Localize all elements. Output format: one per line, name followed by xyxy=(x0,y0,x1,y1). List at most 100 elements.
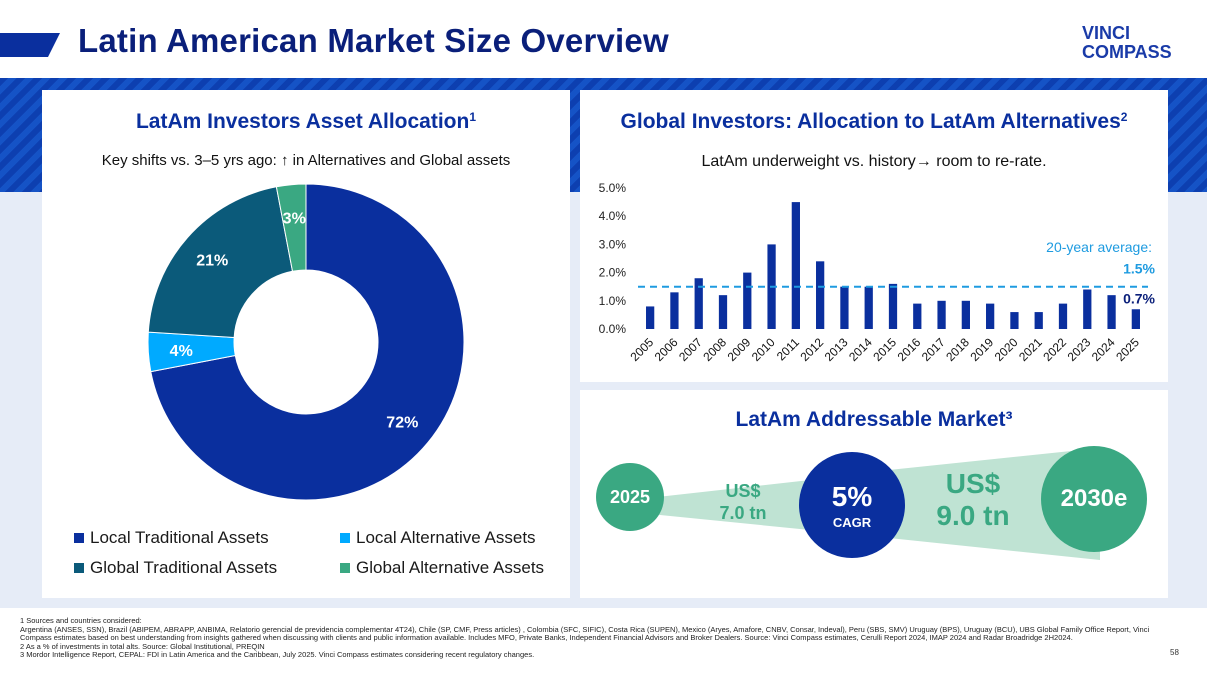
y-tick-label: 2.0% xyxy=(599,266,627,280)
bar-2009 xyxy=(743,272,752,329)
legend-swatch xyxy=(340,533,350,543)
bar-chart: 0.0% 1.0% 2.0% 3.0% 4.0% 5.0% 2005200620072008… xyxy=(599,181,1156,364)
legend-label: Global Alternative Assets xyxy=(356,558,545,577)
bar-2016 xyxy=(913,303,922,329)
footnote-1: 1 Sources and countries considered: xyxy=(20,616,142,625)
logo-line-2: COMPASS xyxy=(1082,42,1172,62)
x-tick-label: 2017 xyxy=(919,335,948,364)
donut-slice-label: 21% xyxy=(196,252,228,269)
latam-alternatives-title: Global Investors: Allocation to LatAm Al… xyxy=(620,110,1128,133)
x-tick-label: 2005 xyxy=(627,335,656,364)
donut-slice-label: 4% xyxy=(170,343,193,360)
x-tick-label: 2008 xyxy=(700,335,729,364)
last-value-label: 0.7% xyxy=(1123,290,1155,306)
title-accent-bar xyxy=(0,33,60,57)
legend-swatch xyxy=(340,563,350,573)
year-2030-circle: 2030e xyxy=(1041,446,1147,552)
donut-slice xyxy=(147,186,294,339)
asset-allocation-subtitle: Key shifts vs. 3–5 yrs ago: ↑ in Alterna… xyxy=(101,152,511,169)
donut-slice xyxy=(150,183,465,501)
x-tick-label: 2013 xyxy=(822,335,851,364)
donut-slice-label: 3% xyxy=(283,211,306,228)
x-tick-label: 2022 xyxy=(1040,335,1069,364)
growth-band-right xyxy=(870,448,1100,560)
footnote-2: 2 As a % of investments in total alts. S… xyxy=(20,641,265,651)
bar-2008 xyxy=(718,295,728,329)
y-tick-label: 3.0% xyxy=(599,237,627,251)
addressable-market-panel: LatAm Addressable Market³ 2025 US$ 7.0 t… xyxy=(580,390,1168,598)
bar-2013 xyxy=(840,286,849,329)
bar-2011 xyxy=(791,202,800,329)
cagr-value: 5% xyxy=(831,480,873,512)
year-2025-circle: 2025 xyxy=(596,463,664,531)
average-label: 20-year average: xyxy=(1046,239,1152,255)
growth-band-graphic xyxy=(630,448,1100,560)
bar-2015 xyxy=(888,283,898,329)
end-year: 2030e xyxy=(1060,485,1128,512)
legend-swatch xyxy=(74,563,84,573)
x-tick-label: 2015 xyxy=(870,335,899,364)
bar-2012 xyxy=(816,261,825,329)
legend-swatch xyxy=(74,533,84,543)
bar-2024 xyxy=(1107,295,1116,329)
end-value-currency: US$ xyxy=(945,468,1001,499)
start-value-amount: 7.0 tn xyxy=(719,503,767,523)
y-tick-label: 5.0% xyxy=(599,181,627,195)
bar-2021 xyxy=(1034,312,1043,329)
bar-2022 xyxy=(1058,303,1068,329)
bar-2025 xyxy=(1131,309,1140,329)
x-tick-label: 2024 xyxy=(1089,335,1118,364)
x-tick-label: 2011 xyxy=(774,335,802,363)
bar-2018 xyxy=(961,300,970,329)
bar-2007 xyxy=(694,278,703,329)
asset-allocation-title: LatAm Investors Asset Allocation1 xyxy=(135,110,477,133)
x-tick-label: 2023 xyxy=(1065,335,1094,364)
bar-2006 xyxy=(670,292,679,329)
bar-2014 xyxy=(864,286,873,329)
bar-2020 xyxy=(1010,312,1019,329)
donut-slice xyxy=(275,183,307,272)
legend-global-traditional: Global Traditional Assets xyxy=(74,558,277,578)
bar-2005 xyxy=(646,306,655,329)
x-tick-label: 2012 xyxy=(797,335,826,364)
x-tick-label: 2020 xyxy=(992,335,1021,364)
donut-slice-label: 72% xyxy=(386,415,418,432)
page-number: 58 xyxy=(1170,648,1179,657)
vinci-compass-logo: VINCI COMPASS xyxy=(1082,24,1172,62)
x-tick-label: 2019 xyxy=(967,335,996,364)
asset-allocation-panel: LatAm Investors Asset Allocation1 Key sh… xyxy=(42,90,570,598)
y-tick-label: 4.0% xyxy=(599,209,627,223)
x-tick-label: 2025 xyxy=(1113,335,1142,364)
donut-chart: 72% 4% 21% 3% xyxy=(147,183,465,501)
start-value: US$ 7.0 tn xyxy=(698,480,788,524)
legend-label: Local Traditional Assets xyxy=(90,528,269,547)
latam-alternatives-panel: Global Investors: Allocation to LatAm Al… xyxy=(580,90,1168,382)
x-tick-label: 2018 xyxy=(943,335,972,364)
x-tick-label: 2014 xyxy=(846,335,875,364)
legend-local-alternative: Local Alternative Assets xyxy=(340,528,536,548)
y-tick-label: 0.0% xyxy=(599,322,627,336)
start-year: 2025 xyxy=(609,486,651,507)
latam-alternatives-subtitle: LatAm underweight vs. history→ room to r… xyxy=(701,153,1047,170)
growth-band-left xyxy=(630,480,810,530)
footnotes: 1 Sources and countries considered: Arge… xyxy=(20,616,1150,660)
legend-local-traditional: Local Traditional Assets xyxy=(74,528,269,548)
page-title: Latin American Market Size Overview xyxy=(78,22,669,59)
legend-label: Local Alternative Assets xyxy=(356,528,536,547)
x-tick-label: 2006 xyxy=(652,335,681,364)
start-value-currency: US$ xyxy=(725,481,761,501)
x-tick-label: 2010 xyxy=(749,335,778,364)
legend-global-alternative: Global Alternative Assets xyxy=(340,558,544,578)
logo-line-1: VINCI xyxy=(1082,23,1131,43)
cagr-circle: 5% CAGR xyxy=(799,452,905,558)
x-tick-label: 2007 xyxy=(676,335,705,364)
cagr-label: CAGR xyxy=(832,514,872,530)
footnote-3: 3 Mordor Intelligence Report, CEPAL: FDI… xyxy=(20,650,535,660)
bar-2023 xyxy=(1083,289,1092,329)
x-tick-label: 2009 xyxy=(725,335,754,364)
end-value-amount: 9.0 tn xyxy=(936,500,1010,531)
footnote-1-sources: Argentina (ANSES, SSN), Brazil (ABIPEM, … xyxy=(20,624,1150,643)
addressable-market-title: LatAm Addressable Market³ xyxy=(735,408,1013,431)
average-value: 1.5% xyxy=(1123,261,1155,277)
